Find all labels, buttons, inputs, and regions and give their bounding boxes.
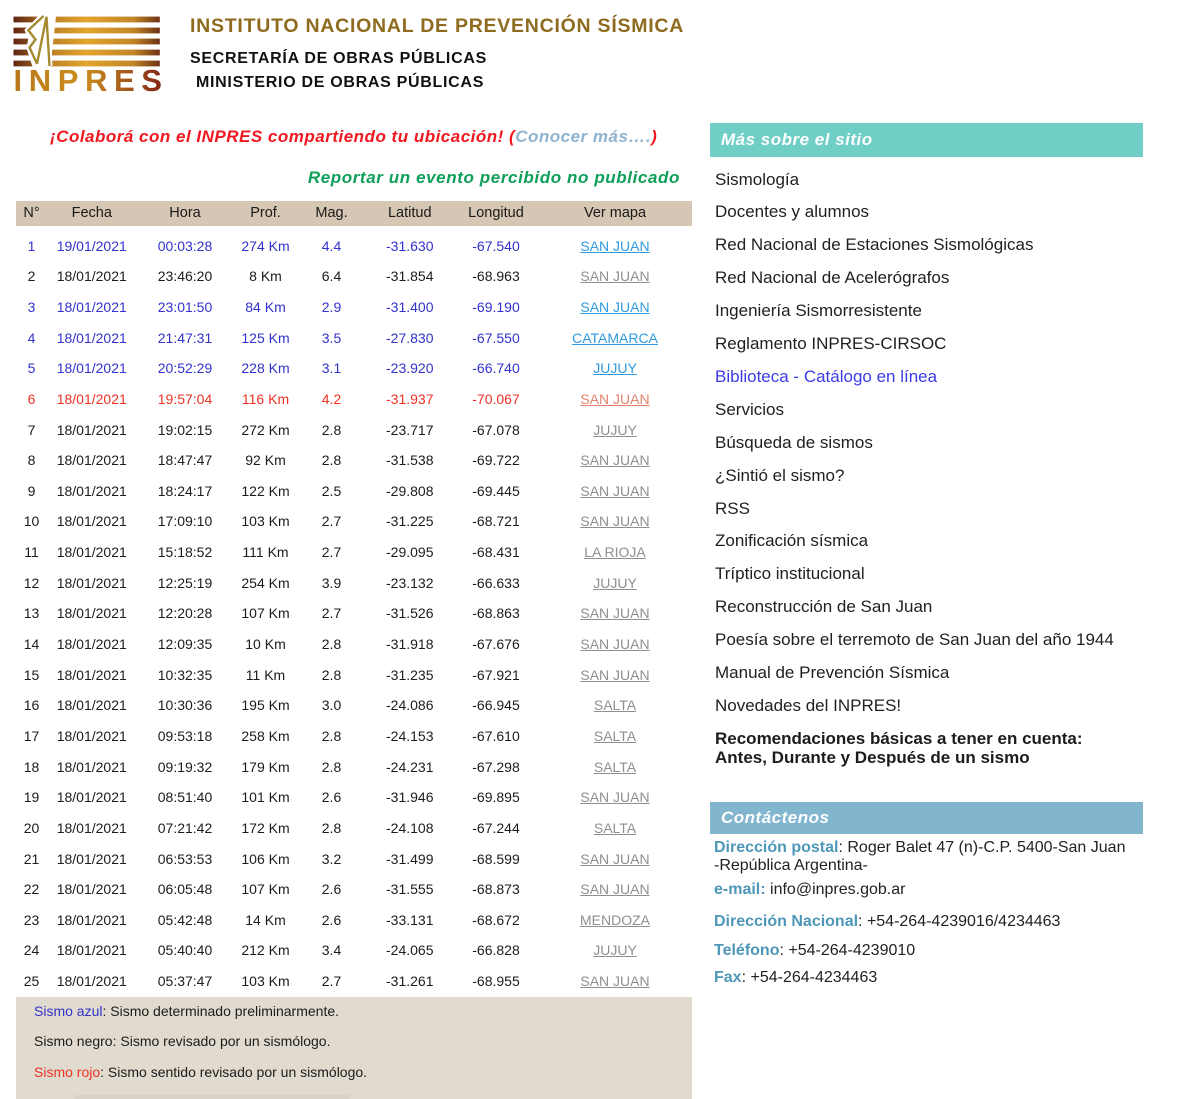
svg-text:INPRES: INPRES xyxy=(14,63,169,98)
